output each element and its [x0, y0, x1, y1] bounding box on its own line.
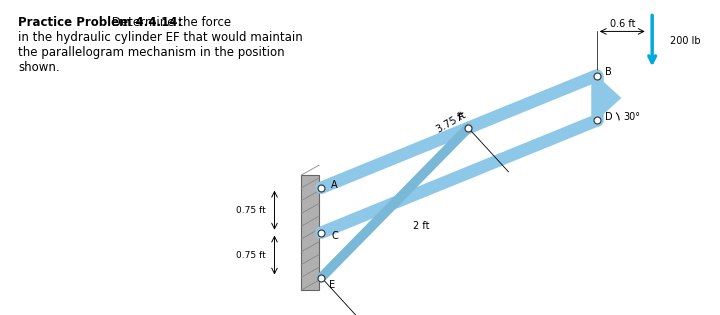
Polygon shape — [597, 76, 621, 120]
Text: 0.75 ft: 0.75 ft — [236, 206, 266, 215]
Text: A: A — [331, 180, 338, 190]
Text: E: E — [330, 280, 336, 290]
Text: 30°: 30° — [624, 112, 641, 122]
Text: 3.75 ft: 3.75 ft — [435, 110, 467, 135]
FancyBboxPatch shape — [301, 175, 319, 290]
Text: B: B — [605, 67, 611, 77]
Text: C: C — [331, 231, 338, 241]
Text: F: F — [458, 113, 464, 123]
Text: 0.75 ft: 0.75 ft — [236, 250, 266, 260]
Text: D: D — [605, 112, 613, 122]
Text: Determine the force
in the hydraulic cylinder EF that would maintain
the paralle: Determine the force in the hydraulic cyl… — [18, 16, 303, 74]
Text: 200 lb: 200 lb — [670, 36, 701, 46]
Text: 0.6 ft: 0.6 ft — [610, 19, 635, 29]
Text: Practice Problem 4.4.14:: Practice Problem 4.4.14: — [18, 16, 182, 29]
Text: 2 ft: 2 ft — [413, 221, 430, 231]
